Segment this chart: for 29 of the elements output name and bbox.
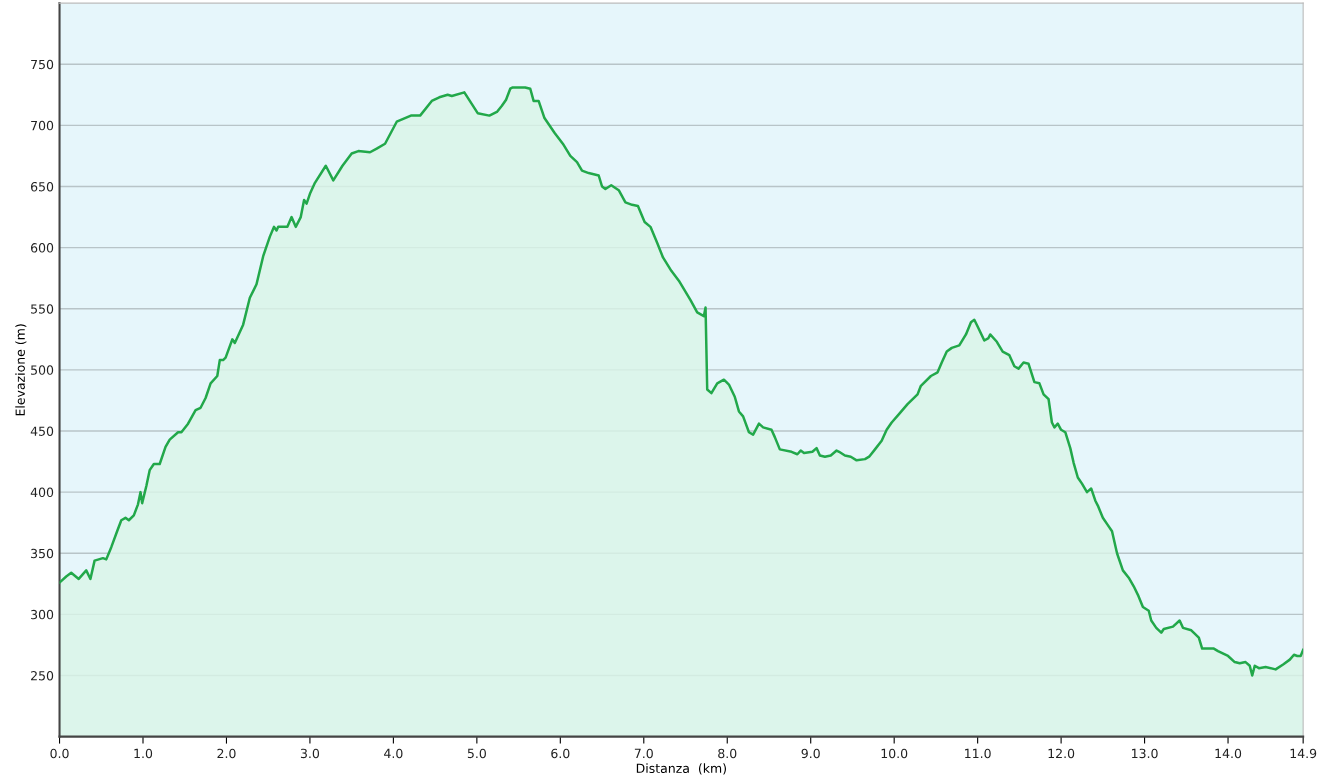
- x-tick-label: 3.0: [300, 748, 320, 759]
- y-tick-label: 350: [31, 548, 54, 559]
- x-tick-label: 6.0: [551, 748, 570, 759]
- y-axis-title: Elevazione (m): [15, 324, 27, 416]
- y-tick-label: 550: [31, 304, 54, 314]
- x-tick-label: 8.0: [718, 748, 737, 759]
- x-tick-label: 11.0: [965, 748, 991, 759]
- y-tick-label: 650: [30, 181, 54, 192]
- x-tick-label: 14.9: [1290, 748, 1317, 759]
- x-axis-title: Distanza (km): [636, 763, 726, 775]
- y-tick-label: 600: [30, 243, 54, 253]
- x-tick-label: 4.0: [384, 748, 403, 759]
- y-tick-label: 300: [31, 609, 54, 620]
- y-tick-label: 400: [30, 487, 54, 498]
- x-tick-label: 2.0: [217, 748, 236, 759]
- x-tick-label: 13.0: [1132, 748, 1158, 759]
- y-tick-label: 700: [31, 120, 54, 131]
- x-tick-label: 7.0: [634, 748, 653, 759]
- y-tick-label: 250: [31, 670, 54, 681]
- x-tick-label: 1.0: [134, 748, 153, 759]
- y-tick-label: 750: [31, 59, 54, 70]
- x-tick-label: 5.0: [467, 748, 486, 759]
- x-tick-label: 12.0: [1048, 748, 1075, 759]
- x-tick-label: 14.0: [1215, 748, 1242, 759]
- x-tick-label: 0.0: [50, 748, 69, 759]
- y-tick-label: 450: [30, 426, 54, 436]
- x-tick-label: 9.0: [801, 748, 820, 759]
- x-tick-label: 10.0: [881, 748, 908, 759]
- y-tick-label: 500: [31, 365, 54, 375]
